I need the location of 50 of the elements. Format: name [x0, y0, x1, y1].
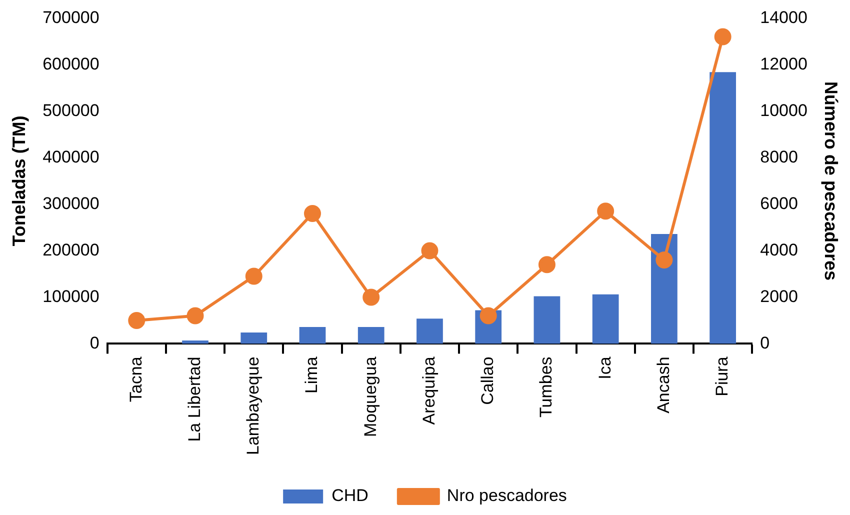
- y-tick-label: 600000: [42, 54, 100, 74]
- x-tick-label: Piura: [712, 356, 732, 396]
- y-tick-label: 100000: [42, 286, 100, 306]
- x-tick-label: Callao: [478, 356, 498, 405]
- bar: [299, 326, 326, 344]
- x-tick-label: Moquegua: [360, 356, 380, 438]
- y-tick-label: 0: [90, 333, 100, 352]
- point: [714, 28, 732, 46]
- x-tick-label: Ancash: [654, 356, 673, 414]
- y2-tick-label: 12000: [760, 54, 808, 74]
- point: [480, 307, 497, 324]
- y2-axis-title: Número de pescadores: [821, 81, 842, 280]
- x-tick-label: Lima: [302, 356, 322, 394]
- y-tick-label: 700000: [42, 8, 100, 27]
- legend-label: CHD: [332, 486, 368, 506]
- point: [656, 252, 673, 268]
- y2-tick-label: 4000: [760, 240, 798, 260]
- y-axis-title: Toneladas (TM): [8, 116, 29, 246]
- bar: [240, 332, 268, 344]
- y-tick-label: 500000: [42, 100, 100, 120]
- y2-tick-label: 10000: [760, 100, 808, 120]
- x-tick-label: Tumbes: [536, 356, 556, 418]
- y2-tick-label: 0: [760, 333, 770, 352]
- y2-tick-label: 2000: [760, 286, 798, 306]
- point: [304, 205, 321, 222]
- point: [362, 288, 380, 306]
- bar: [358, 326, 384, 344]
- point: [421, 242, 438, 260]
- bar: [534, 296, 560, 344]
- x-tick-label: Ica: [595, 356, 614, 380]
- y-tick-label: 200000: [42, 240, 100, 260]
- point: [245, 268, 262, 285]
- point: [538, 256, 556, 274]
- legend-label: Nro pescadores: [446, 486, 567, 506]
- y2-tick-label: 8000: [760, 147, 798, 166]
- y-tick-label: 300000: [42, 194, 100, 213]
- x-tick-label: Lambayeque: [244, 356, 263, 456]
- bar: [592, 294, 619, 344]
- bar: [416, 318, 443, 344]
- x-tick-label: Arequipa: [419, 356, 438, 425]
- bar: [710, 72, 736, 344]
- point: [186, 307, 204, 324]
- point: [128, 312, 146, 329]
- y-tick-label: 400000: [42, 147, 100, 166]
- x-tick-label: Tacna: [126, 356, 146, 402]
- x-tick-label: La Libertad: [184, 356, 204, 442]
- y2-tick-label: 14000: [760, 8, 808, 27]
- bar: [182, 340, 208, 344]
- point: [597, 202, 614, 220]
- y2-tick-label: 6000: [760, 194, 798, 213]
